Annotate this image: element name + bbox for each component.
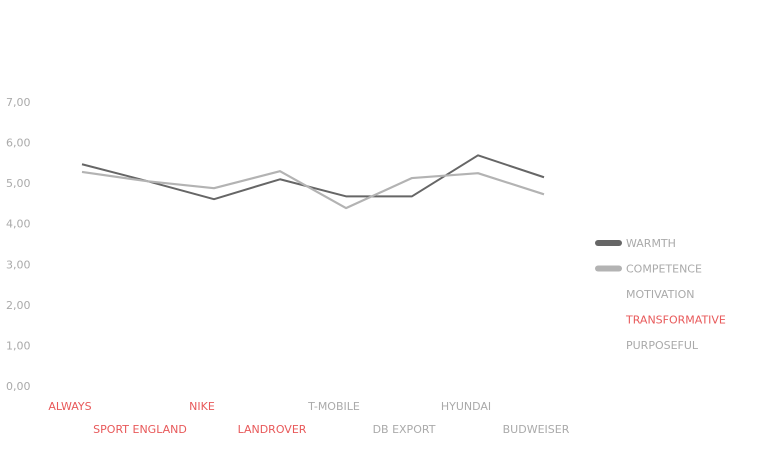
legend-group-label: MOTIVATION	[626, 288, 694, 301]
x-tick-label: DB EXPORT	[373, 423, 436, 436]
y-tick-label: 1,00	[6, 339, 31, 352]
y-tick-label: 6,00	[6, 137, 31, 150]
x-tick-label: SPORT ENGLAND	[93, 423, 187, 436]
x-tick-label: T-MOBILE	[307, 400, 360, 413]
line-series	[81, 170, 545, 210]
line-series	[81, 154, 545, 201]
legend-group-label: PURPOSEFUL	[626, 339, 699, 352]
y-tick-label: 2,00	[6, 299, 31, 312]
y-tick-label: 0,00	[6, 380, 31, 393]
y-tick-label: 7,00	[6, 96, 31, 109]
y-tick-label: 3,00	[6, 258, 31, 271]
x-tick-label: ALWAYS	[48, 400, 91, 413]
legend-label: WARMTH	[626, 237, 676, 250]
x-tick-label: LANDROVER	[238, 423, 307, 436]
y-tick-label: 5,00	[6, 177, 31, 190]
y-tick-label: 4,00	[6, 218, 31, 231]
x-tick-label: HYUNDAI	[441, 400, 491, 413]
x-tick-label: BUDWEISER	[503, 423, 570, 436]
legend-group-label: TRANSFORMATIVE	[625, 314, 726, 327]
legend-label: COMPETENCE	[626, 263, 702, 276]
x-tick-label: NIKE	[189, 400, 215, 413]
